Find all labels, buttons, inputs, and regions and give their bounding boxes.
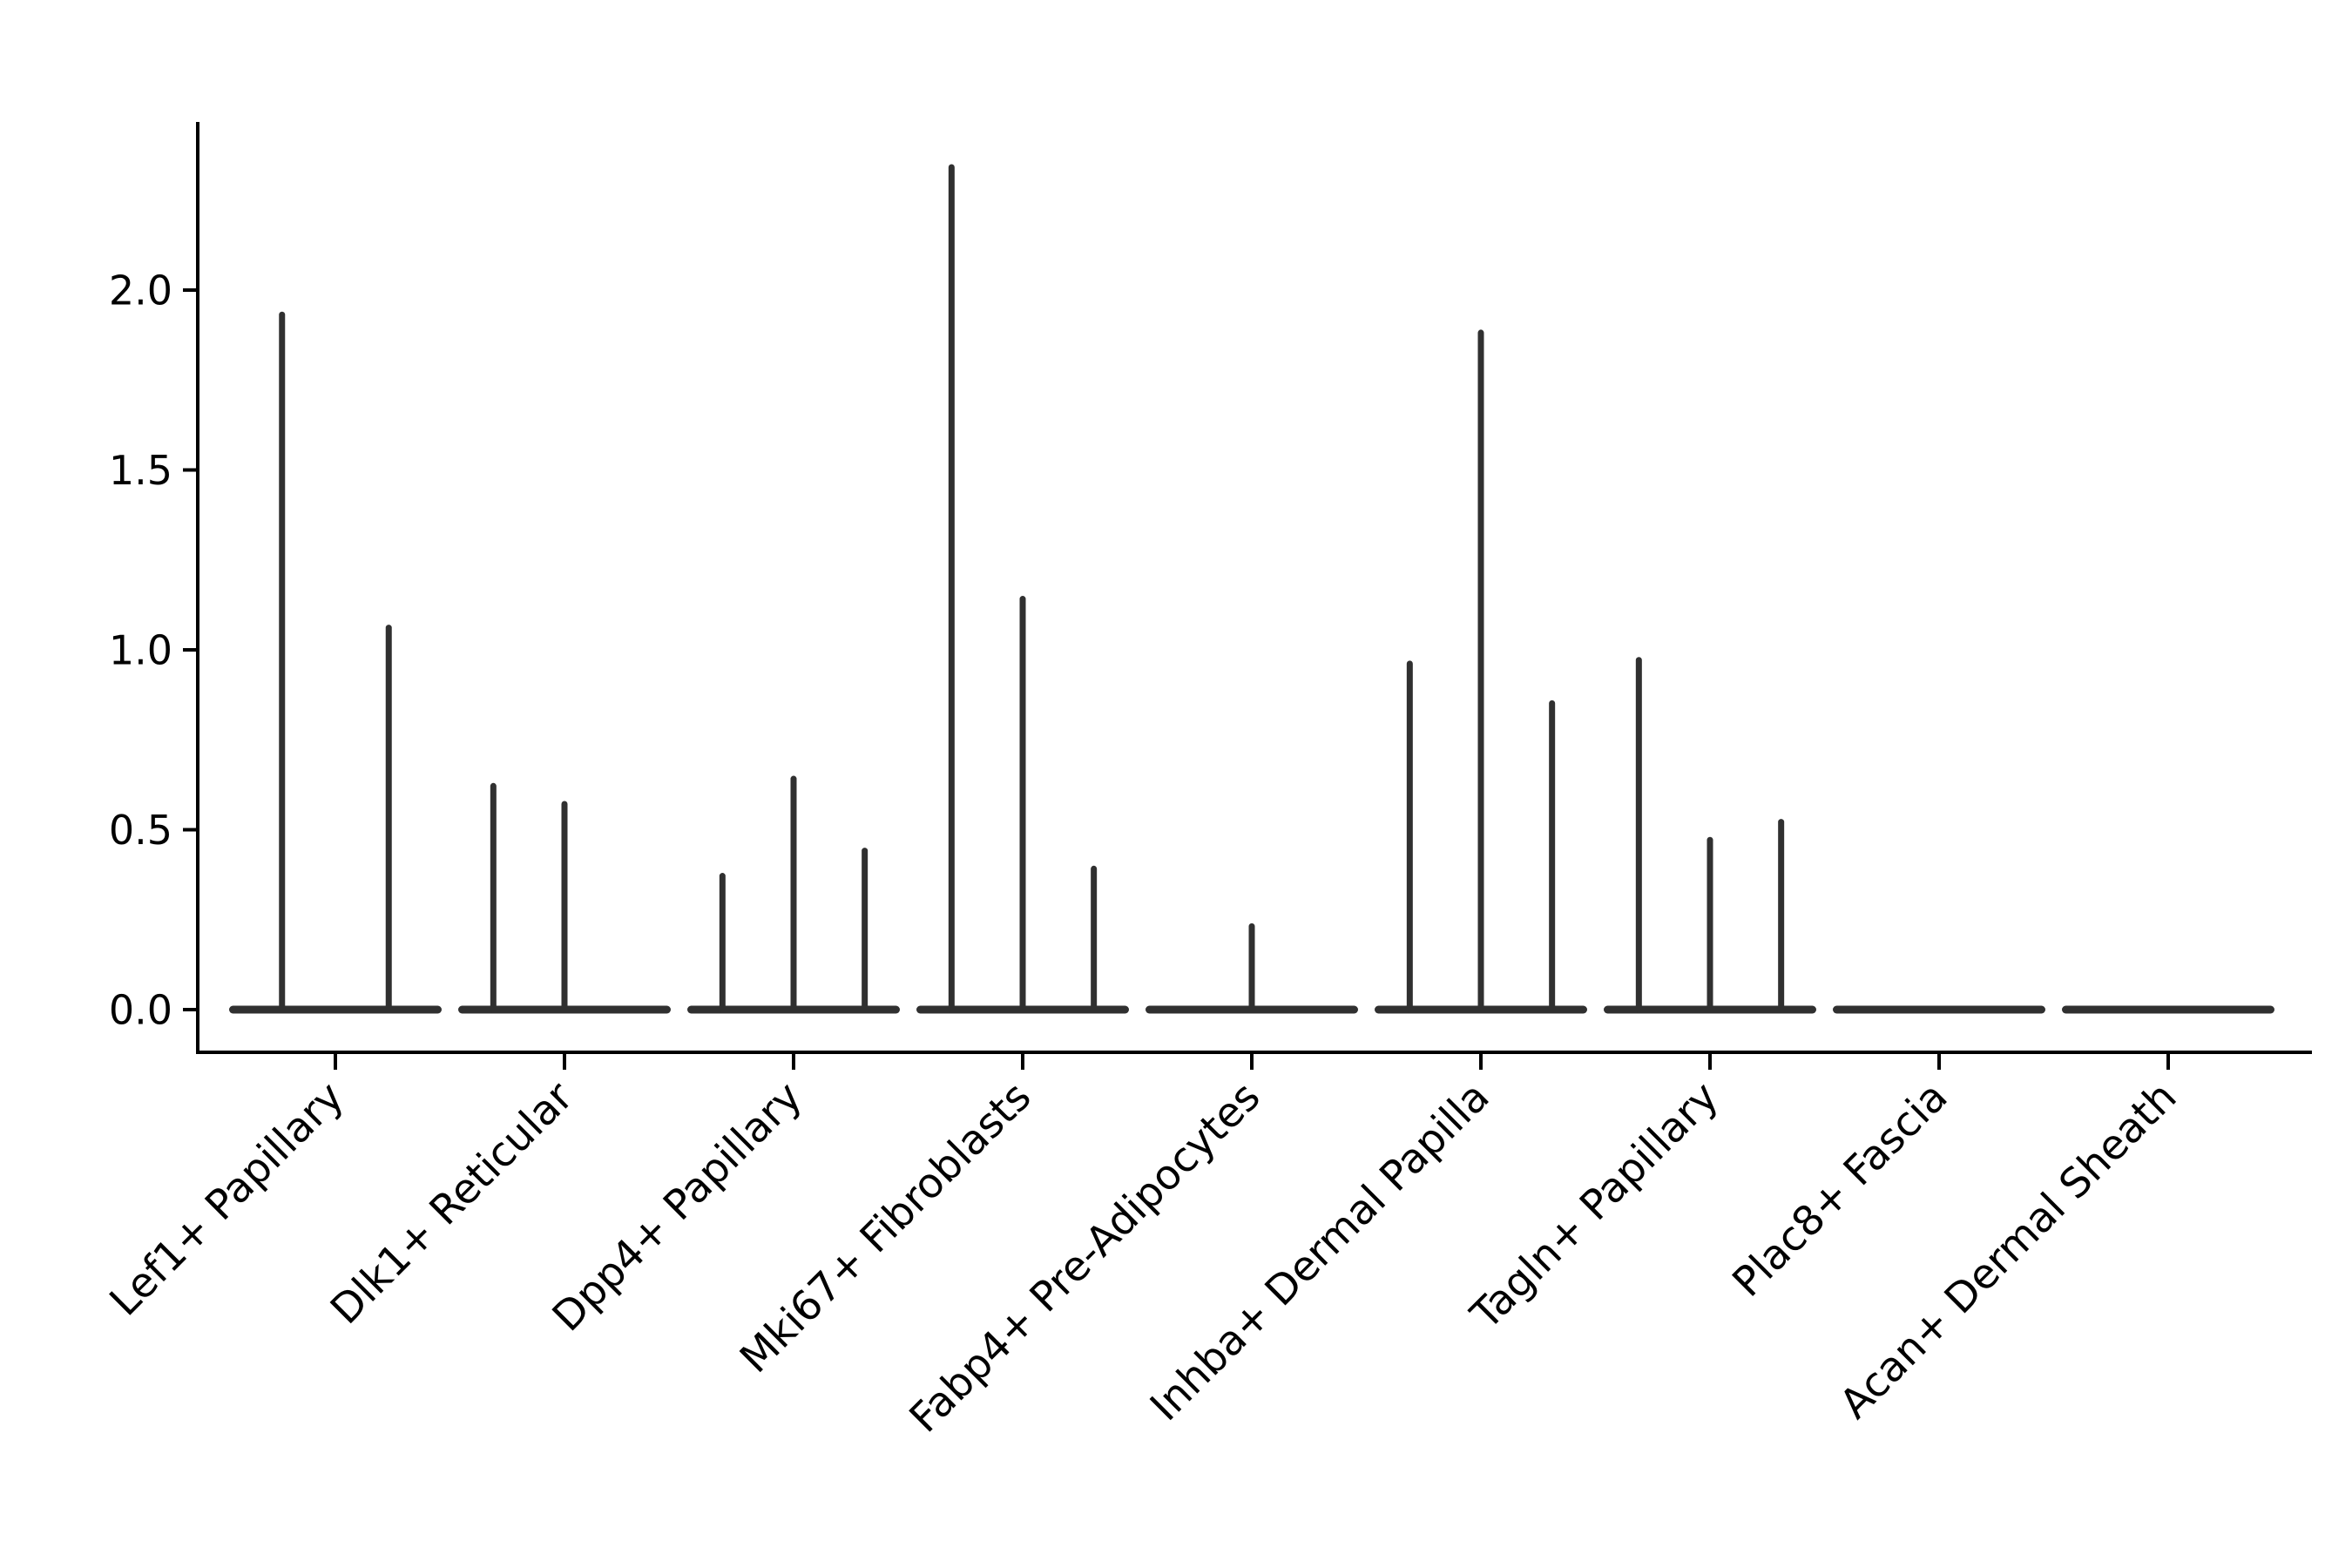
y-tick-label: 0.5: [109, 807, 172, 854]
violin-base: [2062, 1005, 2274, 1014]
y-tick-label: 0.0: [109, 987, 172, 1034]
violin-spike: [790, 775, 797, 1012]
violin-spike: [279, 311, 286, 1012]
violin-spike: [1635, 657, 1642, 1012]
y-tick-label: 1.5: [109, 447, 172, 494]
violin-spike: [561, 801, 568, 1012]
violin-spike: [1778, 819, 1785, 1012]
violin-spike: [1549, 700, 1556, 1012]
violin-spike: [385, 625, 392, 1012]
violin-base: [1833, 1005, 2045, 1014]
violin-spike: [862, 848, 868, 1012]
violin-spike: [719, 873, 726, 1012]
violin-base: [229, 1005, 442, 1014]
violin-spike: [1019, 596, 1026, 1012]
violin-spike: [1707, 836, 1713, 1012]
violin-spike: [948, 164, 955, 1012]
y-tick-label: 1.0: [109, 627, 172, 674]
violin-spike: [490, 782, 497, 1012]
y-tick-label: 2.0: [109, 267, 172, 314]
violin-spike: [1477, 329, 1484, 1012]
violin-spike: [1406, 660, 1413, 1012]
violin-spike: [1248, 923, 1255, 1012]
violin-spike: [1091, 865, 1098, 1012]
